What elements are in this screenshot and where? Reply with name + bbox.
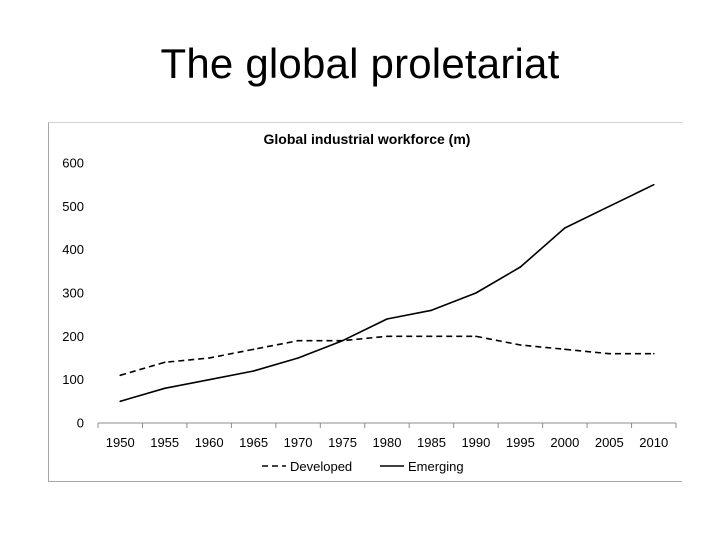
data-point-developed — [564, 348, 566, 351]
y-tick-label: 200 — [62, 329, 84, 344]
data-point-developed — [519, 344, 522, 346]
y-tick-label: 500 — [62, 199, 84, 214]
x-axis-ticks: 1950 1955 1960 1965 1970 1975 1980 1985 1990 1995… — [106, 435, 668, 450]
slide-title: The global proletariat — [160, 40, 560, 87]
x-tick-label: 1950 — [106, 435, 135, 450]
y-tick-label: 0 — [77, 416, 84, 431]
series-line-developed — [119, 335, 654, 377]
data-point-emerging — [386, 318, 388, 320]
chart-axes — [97, 422, 677, 428]
x-tick-label: 2010 — [639, 435, 668, 450]
x-tick-label: 1975 — [328, 435, 357, 450]
data-point-developed — [163, 361, 166, 364]
x-tick-label: 1985 — [417, 435, 446, 450]
chart-frame — [48, 122, 682, 482]
chart-legend: Developed Emerging — [262, 459, 464, 474]
data-point-emerging — [652, 183, 655, 186]
data-point-developed — [252, 348, 255, 351]
y-axis-ticks: 0 100 200 300 400 500 600 — [62, 156, 84, 431]
data-point-emerging — [475, 292, 477, 294]
data-point-emerging — [163, 387, 166, 390]
x-tick-label: 1955 — [150, 435, 179, 450]
data-point-emerging — [119, 400, 122, 403]
series-line-emerging — [119, 183, 655, 403]
data-point-developed — [208, 357, 210, 359]
legend-label-emerging: Emerging — [408, 459, 464, 474]
x-tick-label: 2005 — [595, 435, 624, 450]
data-point-developed — [475, 335, 477, 338]
x-tick-label: 1990 — [461, 435, 490, 450]
data-point-emerging — [252, 370, 255, 372]
data-point-emerging — [608, 205, 611, 208]
data-point-emerging — [519, 266, 522, 268]
chart-title: Global industrial workforce (m) — [264, 131, 471, 147]
data-point-emerging — [430, 309, 433, 312]
x-tick-label: 1965 — [239, 435, 268, 450]
legend-label-developed: Developed — [290, 459, 352, 474]
data-point-developed — [608, 352, 611, 355]
chart-series — [119, 183, 655, 403]
y-tick-label: 400 — [62, 242, 84, 257]
data-point-developed — [119, 374, 122, 377]
data-point-emerging — [341, 339, 344, 342]
x-tick-label: 1970 — [284, 435, 313, 450]
data-point-emerging — [564, 227, 566, 229]
y-tick-label: 100 — [62, 372, 84, 387]
data-point-developed — [297, 339, 299, 342]
x-tick-label: 1960 — [195, 435, 224, 450]
data-point-emerging — [297, 357, 299, 359]
x-tick-label: 1995 — [506, 435, 535, 450]
data-point-developed — [430, 335, 433, 338]
data-point-emerging — [208, 378, 210, 381]
y-tick-label: 600 — [62, 156, 84, 171]
data-point-developed — [386, 335, 388, 338]
x-tick-label: 2000 — [550, 435, 579, 450]
data-point-developed — [652, 352, 655, 355]
y-tick-label: 300 — [62, 286, 84, 301]
x-tick-label: 1980 — [373, 435, 402, 450]
